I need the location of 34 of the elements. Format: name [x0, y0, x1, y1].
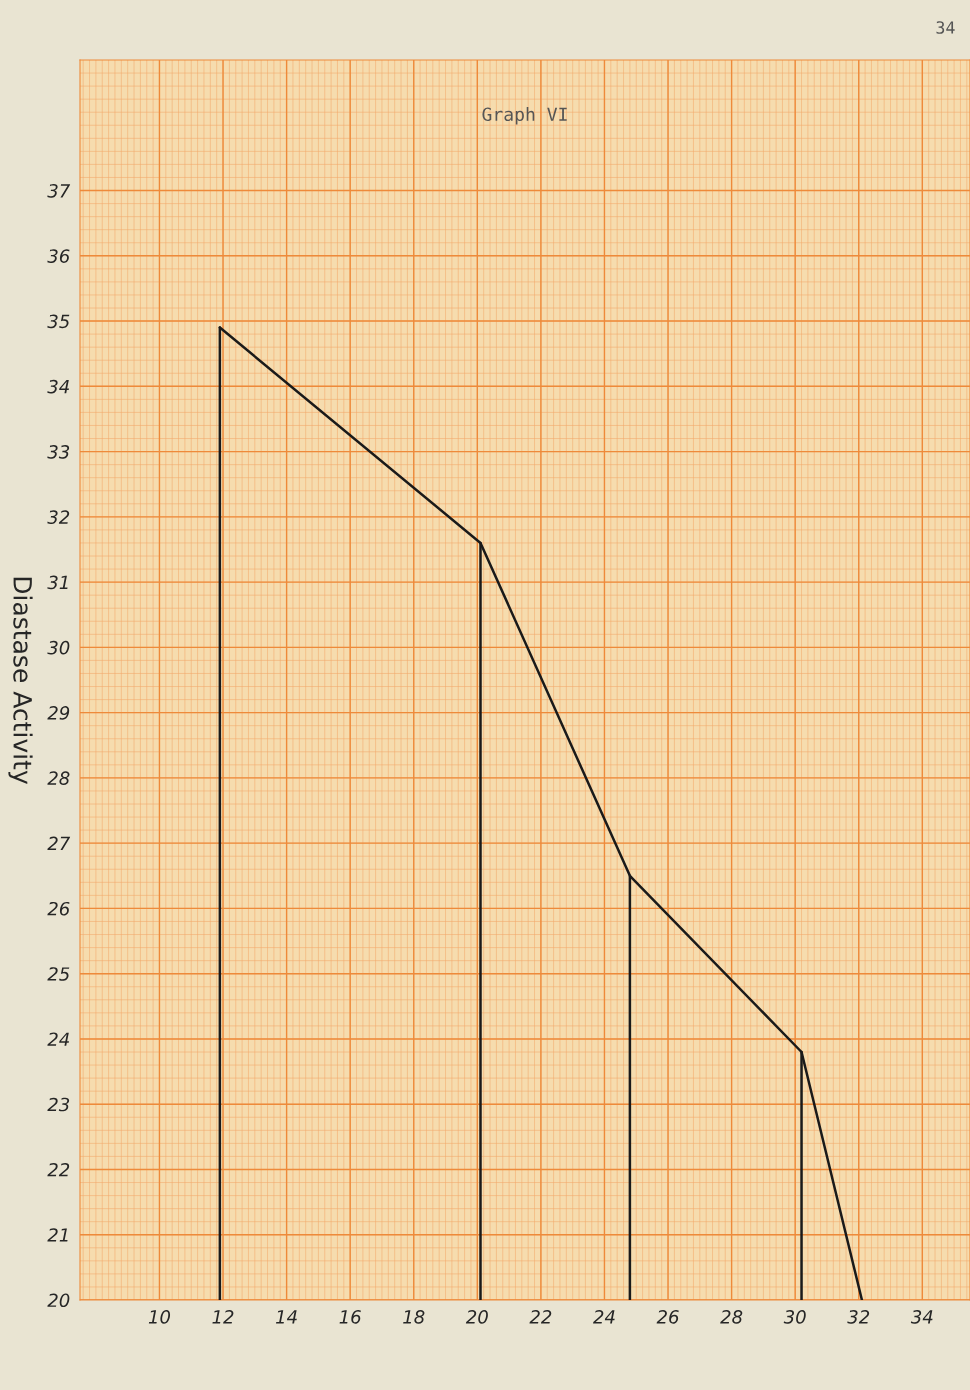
y-tick-label: 35 — [47, 314, 70, 329]
x-tick-label: 22 — [529, 1310, 552, 1324]
y-tick-label: 20 — [47, 1293, 70, 1308]
x-tick-label: 20 — [465, 1310, 488, 1324]
x-tick-label: 14 — [276, 1310, 297, 1324]
y-tick-label: 36 — [47, 249, 70, 263]
y-tick-label: 32 — [47, 510, 70, 524]
x-tick-label: 24 — [593, 1310, 615, 1324]
y-tick-label: 21 — [47, 1228, 68, 1242]
y-tick-label: 33 — [47, 445, 70, 459]
x-tick-label: 16 — [339, 1310, 361, 1324]
y-tick-label: 24 — [47, 1032, 69, 1046]
x-tick-label: 28 — [720, 1310, 743, 1324]
x-tick-label: 26 — [656, 1310, 679, 1324]
y-tick-label: 26 — [47, 901, 70, 916]
y-tick-label: 31 — [47, 575, 68, 590]
x-tick-label: 10 — [148, 1310, 171, 1324]
y-tick-label: 28 — [47, 771, 70, 786]
text: Graph VI — [482, 107, 567, 125]
text: 34 — [936, 21, 955, 34]
y-tick-label: 23 — [47, 1097, 70, 1112]
y-tick-label: 37 — [47, 183, 71, 198]
x-tick-label: 34 — [910, 1310, 933, 1324]
y-tick-label: 30 — [47, 640, 70, 655]
y-tick-label: 29 — [47, 706, 70, 720]
y-tick-label: 22 — [47, 1162, 70, 1177]
x-tick-label: 12 — [212, 1310, 234, 1324]
y-tick-label: 34 — [47, 379, 69, 394]
x-tick-label: 30 — [783, 1310, 806, 1324]
y-tick-label: 25 — [47, 967, 70, 981]
x-tick-label: 18 — [403, 1310, 425, 1324]
y-axis-title: Diastase Activity — [8, 577, 33, 785]
y-tick-label: 27 — [47, 836, 71, 851]
x-tick-label: 32 — [847, 1310, 870, 1324]
